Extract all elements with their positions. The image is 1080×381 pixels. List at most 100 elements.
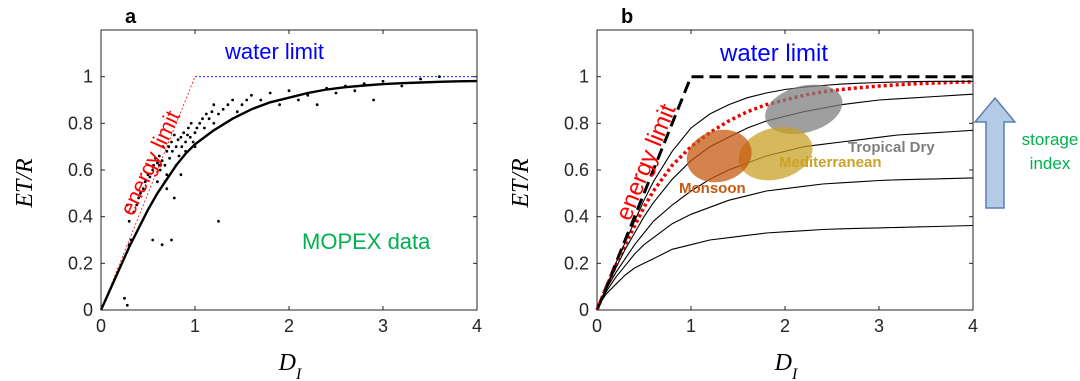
data-point (203, 126, 206, 130)
data-point (161, 145, 165, 149)
panel-a-ytick-label: 0.4 (68, 207, 93, 227)
panel-b-axes: 0 1 2 3 4 0 0.2 0.4 0.6 0.8 1 (564, 29, 978, 336)
panel-a-ylabel: ET/R (12, 158, 38, 209)
data-point (151, 168, 155, 172)
data-point (186, 133, 189, 137)
data-point (195, 126, 199, 130)
data-point (170, 140, 173, 144)
data-point (163, 180, 167, 184)
panel-a-xtick-label: 2 (284, 316, 294, 336)
data-point (172, 133, 176, 137)
data-point (419, 77, 422, 81)
data-point (165, 187, 169, 191)
panel-b-xlabel: DI (774, 350, 798, 381)
data-point (172, 196, 176, 200)
data-point (221, 107, 225, 111)
panel-b-ytick-label: 1 (579, 67, 589, 87)
data-point (127, 219, 131, 223)
data-point (174, 163, 178, 167)
panel-b-xtick-label: 3 (874, 316, 884, 336)
storage-index-arrow (973, 96, 1017, 209)
storage-index-label-line1: storage (1022, 130, 1079, 149)
data-point (180, 145, 184, 149)
panel-a-energy-limit: energy limit (115, 107, 185, 220)
data-point (158, 168, 162, 172)
panel-b-ytick-label: 0.8 (564, 113, 589, 133)
panel-b-water-limit: water limit (719, 40, 828, 67)
panel-a-axes: 0 1 2 3 4 0 0.2 0.4 0.6 0.8 1 (68, 29, 482, 336)
data-point (143, 180, 147, 184)
data-point (177, 154, 181, 158)
data-point (344, 84, 347, 88)
panel-b-series-line (595, 75, 973, 311)
panel-b-series-line (596, 177, 974, 311)
data-point (170, 238, 173, 242)
data-point (191, 140, 195, 144)
data-point (362, 82, 366, 86)
panel-a-xlabel: DI (278, 350, 302, 381)
data-point (152, 163, 156, 167)
panel-b-series-line (596, 224, 974, 311)
data-point (212, 103, 216, 107)
data-point (157, 163, 161, 167)
data-point (171, 149, 174, 153)
data-point (315, 103, 319, 107)
data-point (400, 84, 404, 88)
data-point (226, 103, 230, 107)
monsoon-label: Monsoon (679, 180, 746, 197)
panel-a-ytick-label: 0.2 (68, 253, 93, 273)
panel-b-ytick-label: 0.2 (564, 253, 589, 273)
data-point (141, 187, 145, 191)
up-arrow-icon (973, 96, 1017, 209)
data-point (182, 131, 186, 135)
data-point (207, 117, 211, 121)
panel-a-xtick-label: 3 (378, 316, 388, 336)
data-point (163, 163, 167, 167)
data-point (125, 203, 129, 207)
data-point (268, 91, 272, 95)
data-point (160, 159, 164, 163)
data-point (287, 89, 291, 93)
data-point (187, 126, 190, 130)
data-point (154, 156, 157, 160)
data-point (188, 135, 192, 139)
panel-b-xtick-label: 4 (968, 316, 978, 336)
panel-b: b 0 1 2 3 4 0 0.2 0.4 0.6 0.8 1 ET/R DI water limi… (508, 6, 1078, 381)
data-point (245, 98, 249, 102)
data-point (151, 238, 155, 242)
data-point (179, 173, 183, 177)
panel-b-letter: b (621, 6, 633, 28)
data-point (139, 191, 142, 195)
panel-a: a 0 1 2 3 4 0 0.2 0.4 0.6 0.8 1 ET/R DI water limi… (12, 6, 482, 381)
data-point (250, 93, 253, 97)
region-ellipse (765, 84, 843, 135)
panel-b-ytick-label: 0.6 (564, 160, 589, 180)
panel-a-xtick-label: 1 (190, 316, 200, 336)
data-point (306, 93, 310, 97)
data-point (135, 203, 139, 207)
panel-b-series-line (596, 80, 973, 311)
data-point (184, 149, 188, 153)
data-point (193, 131, 197, 135)
region-ellipse (738, 127, 813, 181)
data-point (189, 121, 193, 125)
mediterranean-label: Mediterranean (779, 154, 882, 171)
data-point (204, 112, 208, 116)
data-point (235, 110, 239, 114)
data-point (156, 180, 159, 184)
data-point (123, 296, 126, 300)
tropical-dry-label: Tropical Dry (848, 139, 935, 156)
panel-a-dataset-label: MOPEX data (302, 229, 431, 254)
data-point (198, 121, 202, 125)
panel-b-ytick-label: 0 (579, 300, 589, 320)
data-point (174, 145, 178, 149)
data-point (353, 89, 357, 93)
panel-a-ytick-label: 0 (83, 300, 93, 320)
data-point (160, 243, 164, 247)
data-point (381, 79, 385, 83)
panel-a-xtick-label: 4 (472, 316, 482, 336)
panel-a-ytick-label: 1 (83, 67, 93, 87)
data-point (372, 98, 375, 102)
data-point (137, 196, 141, 200)
